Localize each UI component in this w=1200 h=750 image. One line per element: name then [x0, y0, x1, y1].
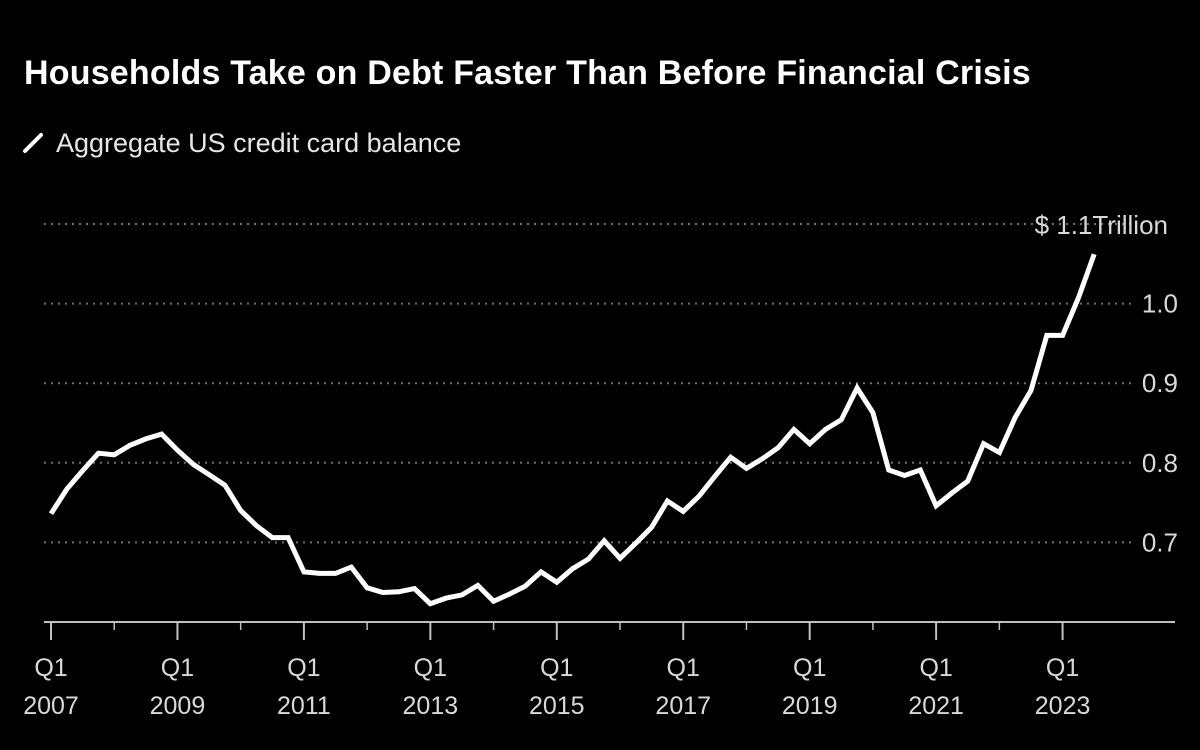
end-value-label: $ 1.1Trillion	[1035, 210, 1168, 240]
x-tick-label-quarter: Q1	[793, 654, 826, 682]
legend-label: Aggregate US credit card balance	[56, 127, 462, 158]
x-tick-label-quarter: Q1	[161, 654, 194, 682]
x-tick-label-year: 2011	[277, 692, 331, 720]
x-tick-label-year: 2023	[1035, 692, 1091, 720]
x-tick-label-year: 2019	[782, 692, 838, 720]
legend-line-icon	[22, 132, 44, 154]
x-tick-label-quarter: Q1	[667, 654, 700, 682]
x-tick-label-quarter: Q1	[34, 654, 67, 682]
y-tick-label: 0.8	[1142, 448, 1178, 478]
chart-frame	[10, 14, 1190, 736]
x-tick-label-year: 2017	[655, 692, 711, 720]
series-layer	[48, 253, 1097, 607]
gridlines	[44, 223, 1135, 544]
x-tick-label-year: 2013	[403, 692, 459, 720]
x-tick-label-quarter: Q1	[1046, 654, 1079, 682]
y-tick-label: 0.7	[1142, 527, 1178, 557]
x-tick-label-year: 2009	[150, 692, 206, 720]
x-tick-label-quarter: Q1	[287, 654, 320, 682]
chart-title: Households Take on Debt Faster Than Befo…	[24, 54, 1031, 92]
legend: Aggregate US credit card balance	[22, 126, 461, 160]
annotation-layer: $ 1.1Trillion	[1035, 210, 1168, 240]
y-tick-label: 1.0	[1142, 289, 1178, 319]
x-tick-label-quarter: Q1	[919, 654, 952, 682]
x-tick-label-year: 2007	[23, 692, 79, 720]
series-line-0	[48, 253, 1097, 607]
x-tick-label-year: 2015	[529, 692, 585, 720]
x-axis-labels: Q1 2007 Q1 2009 Q1 2011 Q1 2013 Q1 2015 Q1 2017 Q1 20…	[23, 654, 1090, 720]
x-axis	[44, 621, 1175, 640]
y-tick-label: 0.9	[1142, 368, 1178, 398]
x-tick-label-year: 2021	[908, 692, 964, 720]
x-tick-label-quarter: Q1	[540, 654, 573, 682]
y-axis-labels: 0.7 0.8 0.9 1.0	[1142, 289, 1178, 558]
x-tick-label-quarter: Q1	[414, 654, 447, 682]
